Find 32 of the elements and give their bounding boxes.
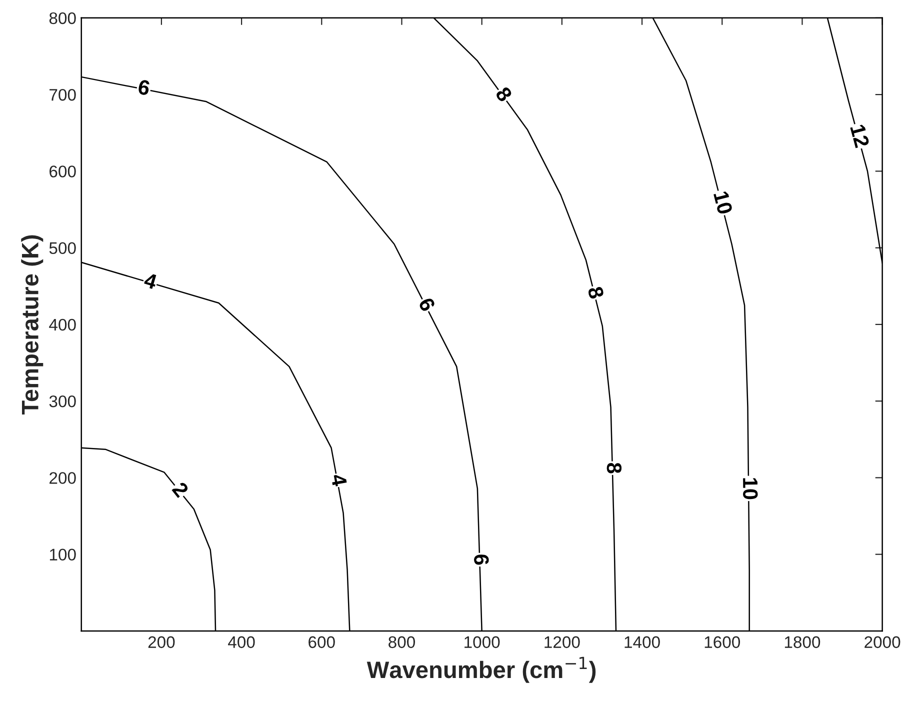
y-tick-label: 800 xyxy=(49,12,76,24)
text: 8 xyxy=(587,286,604,300)
x-tick-label: 400 xyxy=(228,636,255,648)
y-tick-label: 400 xyxy=(49,318,76,331)
x-axis-title: Wavenumber (cm$^{−1}$) xyxy=(366,656,596,683)
y-tick-label: 700 xyxy=(50,88,76,101)
text: 6 xyxy=(474,554,489,565)
x-tick-label: 2000 xyxy=(864,636,900,648)
x-tick-label: 600 xyxy=(308,636,335,648)
text: 10 xyxy=(714,190,733,215)
text: 4 xyxy=(330,473,348,487)
x-tick-label: 1800 xyxy=(784,636,820,648)
text: 6 xyxy=(418,296,436,312)
x-tick-label: 1400 xyxy=(624,636,660,648)
x-tick-label: 1000 xyxy=(464,636,500,648)
y-tick-label: 500 xyxy=(49,242,76,254)
text: 10 xyxy=(742,478,758,500)
text: 2 xyxy=(172,481,190,498)
text: 8 xyxy=(494,86,513,103)
text: 8 xyxy=(606,462,622,474)
x-tick-label: 1200 xyxy=(544,636,580,648)
y-axis-title: Temperature (K) xyxy=(21,235,44,414)
x-tick-label: 800 xyxy=(388,636,415,648)
y-tick-label: 300 xyxy=(49,395,76,408)
text: 6 xyxy=(138,79,150,96)
y-tick-label: 100 xyxy=(50,548,76,561)
y-tick-label: 200 xyxy=(50,472,76,484)
x-tick-label: 200 xyxy=(148,636,175,648)
x-tick-label: 1600 xyxy=(704,636,740,648)
text: 4 xyxy=(143,272,158,290)
y-tick-label: 600 xyxy=(50,166,76,178)
text: 12 xyxy=(850,124,870,148)
